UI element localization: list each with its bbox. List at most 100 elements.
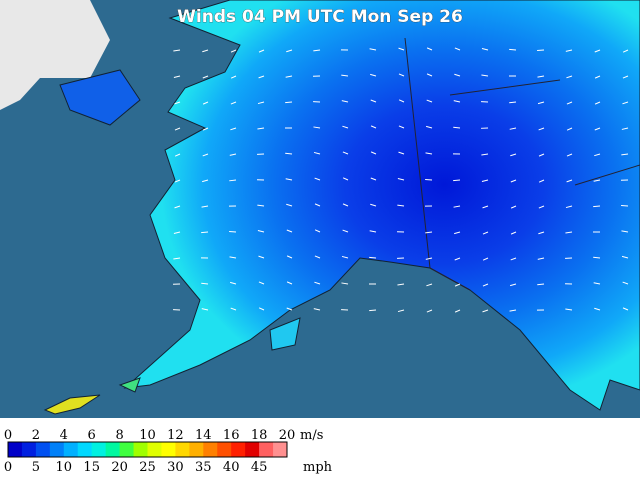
wind-arrow <box>482 309 489 313</box>
wind-arrow <box>510 283 517 287</box>
color-swatch <box>77 442 93 457</box>
wind-arrow <box>229 153 237 156</box>
wind-arrow <box>370 177 377 181</box>
wind-arrow <box>510 153 517 157</box>
color-swatch <box>21 442 37 457</box>
wind-arrow <box>454 257 461 261</box>
wind-arrow <box>537 75 545 78</box>
wind-arrow <box>565 308 573 311</box>
mph-tick-label: 15 <box>83 460 100 475</box>
wind-arrow <box>426 47 433 51</box>
wind-arrow <box>369 256 377 259</box>
wind-arrow <box>342 151 349 155</box>
wind-arrow <box>369 230 377 233</box>
wind-arrow <box>174 153 181 157</box>
wind-arrow <box>453 126 461 129</box>
wind-arrow <box>593 179 601 182</box>
wind-arrow <box>341 255 349 259</box>
aleutians <box>43 394 101 415</box>
wind-arrow <box>425 257 433 260</box>
wind-arrow <box>622 101 629 105</box>
color-swatch <box>203 442 218 457</box>
wind-arrow <box>230 49 237 53</box>
wind-arrow <box>286 255 293 259</box>
wind-arrow <box>173 257 181 260</box>
wind-arrow <box>229 230 237 233</box>
wind-arrow <box>314 229 321 233</box>
wind-arrow <box>397 283 405 286</box>
wind-arrow <box>258 307 265 311</box>
wind-arrow <box>341 282 349 285</box>
wind-arrow <box>538 179 545 183</box>
wind-arrow <box>509 101 517 104</box>
wind-arrow <box>230 307 237 311</box>
wind-arrow <box>398 47 405 51</box>
wind-arrow <box>229 179 237 182</box>
wind-arrow <box>509 48 517 51</box>
wind-arrow <box>342 229 349 233</box>
wind-arrow <box>426 309 433 313</box>
wind-arrow <box>594 49 601 53</box>
wind-arrow <box>538 127 545 131</box>
wind-arrow <box>566 101 573 105</box>
wind-arrow <box>594 75 601 79</box>
wind-arrow <box>342 125 349 129</box>
wind-arrow <box>426 283 433 287</box>
wind-arrow <box>370 73 377 77</box>
russia-land <box>0 0 110 110</box>
wind-arrow <box>398 125 405 129</box>
wind-arrow <box>173 75 181 78</box>
wind-arrow <box>622 75 629 79</box>
aleutian-island <box>118 377 141 393</box>
wind-arrow <box>594 307 601 311</box>
wind-arrow <box>174 205 181 209</box>
wind-arrow <box>258 75 265 79</box>
wind-arrow <box>313 49 321 52</box>
wind-arrow <box>201 282 209 285</box>
wind-arrow <box>593 256 601 259</box>
borders <box>404 37 640 291</box>
ms-tick-label: 14 <box>195 428 212 443</box>
wind-arrow <box>397 309 405 313</box>
wind-arrow <box>397 178 405 181</box>
wind-arrow <box>314 281 321 285</box>
wind-arrow <box>566 127 573 131</box>
ms-tick-label: 16 <box>223 428 240 443</box>
wind-arrow <box>425 231 433 234</box>
wind-arrow <box>481 153 489 156</box>
wind-arrow <box>538 153 545 157</box>
wind-arrow <box>538 231 545 235</box>
wind-arrow <box>537 283 545 286</box>
wind-arrow <box>566 179 573 183</box>
wind-arrow <box>621 127 629 130</box>
ms-unit: m/s <box>300 428 323 443</box>
wind-arrow <box>257 204 265 207</box>
ms-tick-label: 8 <box>115 428 123 443</box>
wind-arrow <box>594 127 601 131</box>
wind-arrow <box>510 179 517 183</box>
wind-arrow <box>621 153 629 156</box>
wind-arrow <box>174 127 181 131</box>
wind-arrow <box>594 153 601 157</box>
wind-arrow <box>313 126 321 129</box>
wind-arrow <box>286 49 293 53</box>
color-swatch <box>217 442 232 457</box>
wind-arrow <box>509 309 517 312</box>
wind-arrow <box>201 308 209 311</box>
ms-tick-label: 0 <box>4 428 12 443</box>
wind-arrow <box>313 308 321 311</box>
ms-tick-label: 10 <box>139 428 156 443</box>
wind-arrow <box>454 283 461 287</box>
color-swatch <box>8 442 23 457</box>
wind-arrow <box>285 178 293 181</box>
wind-arrow <box>454 231 461 235</box>
wind-arrow <box>537 257 545 260</box>
wind-arrow <box>285 75 293 78</box>
ms-tick-label: 4 <box>60 428 68 443</box>
wind-arrow <box>174 101 181 105</box>
wind-arrow <box>425 178 433 181</box>
color-swatch <box>189 442 204 457</box>
wind-arrow <box>314 177 321 181</box>
wind-arrow <box>341 74 349 77</box>
wind-arrow <box>565 205 573 209</box>
